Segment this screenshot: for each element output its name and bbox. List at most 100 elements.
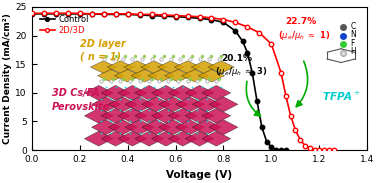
Polygon shape [208,61,234,73]
Polygon shape [168,131,197,146]
2D/3D [221,18,226,21]
2D/3D [279,72,284,74]
Control [185,16,190,18]
Control [233,30,238,32]
2D/3D [312,148,317,151]
Polygon shape [185,108,214,123]
Text: C: C [351,22,356,31]
Polygon shape [91,97,120,112]
2D/3D [298,139,302,141]
2D/3D [149,13,154,16]
Text: ( n = 1): ( n = 1) [80,52,121,62]
Polygon shape [101,131,130,146]
Text: TFPA$^+$: TFPA$^+$ [322,90,361,103]
Polygon shape [90,61,117,73]
Text: 3D Cs/FA: 3D Cs/FA [52,88,99,98]
2D/3D [77,12,82,14]
Control [221,21,226,24]
Polygon shape [152,131,180,146]
2D/3D [303,144,307,147]
2D/3D [317,149,322,151]
Text: 20.1%: 20.1% [222,54,253,63]
2D/3D [327,149,331,151]
Polygon shape [159,97,187,112]
Text: ($\mu_e$/$\mu_h$ $\approx$ 3): ($\mu_e$/$\mu_h$ $\approx$ 3) [215,65,267,78]
Polygon shape [84,85,113,100]
2D/3D [233,21,238,24]
2D/3D [322,149,327,151]
Polygon shape [142,97,171,112]
2D/3D [209,17,214,19]
Control [209,18,214,21]
Polygon shape [107,61,133,73]
Text: 2D layer: 2D layer [80,39,126,49]
Polygon shape [118,85,147,100]
2D/3D [29,12,34,14]
Polygon shape [192,97,221,112]
Polygon shape [124,61,150,73]
Polygon shape [91,120,120,135]
Polygon shape [98,69,124,82]
Polygon shape [191,61,217,73]
Control [245,52,250,54]
2D/3D [101,13,106,15]
2D/3D [257,32,262,34]
Polygon shape [202,85,231,100]
Polygon shape [152,85,180,100]
Polygon shape [168,85,197,100]
Polygon shape [209,97,238,112]
Polygon shape [185,131,214,146]
Control [274,148,279,151]
Text: F: F [351,39,355,48]
Polygon shape [198,69,225,82]
Polygon shape [108,120,137,135]
2D/3D [308,147,312,150]
Polygon shape [158,61,184,73]
2D/3D [284,95,288,97]
X-axis label: Voltage (V): Voltage (V) [166,169,232,180]
Control [161,15,166,17]
Text: H: H [351,48,356,57]
Polygon shape [101,85,130,100]
Control [269,146,274,148]
Control [77,13,82,15]
2D/3D [293,129,298,131]
2D/3D [53,12,58,14]
Control [101,13,106,16]
Text: 22.7%: 22.7% [285,17,316,26]
Control [264,140,269,143]
2D/3D [332,149,336,151]
Control [149,14,154,17]
Control [41,13,46,15]
Polygon shape [185,85,214,100]
Text: N: N [351,30,356,39]
Control [137,14,142,16]
Polygon shape [141,61,167,73]
Polygon shape [168,108,197,123]
Polygon shape [174,61,201,73]
Polygon shape [125,97,154,112]
Text: Perovskite: Perovskite [52,102,110,112]
Polygon shape [202,131,231,146]
Polygon shape [135,85,164,100]
Control [125,13,130,16]
Polygon shape [209,120,238,135]
Polygon shape [181,69,208,82]
Polygon shape [125,120,154,135]
2D/3D [41,12,46,14]
2D/3D [125,13,130,15]
Text: ($\mu_e$/$\mu_h$ $\approx$ 1): ($\mu_e$/$\mu_h$ $\approx$ 1) [279,29,331,42]
Control [250,72,254,74]
2D/3D [245,26,250,28]
Polygon shape [135,108,164,123]
Polygon shape [152,108,180,123]
2D/3D [269,43,274,45]
Control [29,13,34,15]
Control [284,149,288,151]
Polygon shape [84,131,113,146]
2D/3D [137,13,142,16]
Polygon shape [165,69,191,82]
Line: Control: Control [29,12,288,152]
Control [173,16,178,18]
Polygon shape [175,120,204,135]
